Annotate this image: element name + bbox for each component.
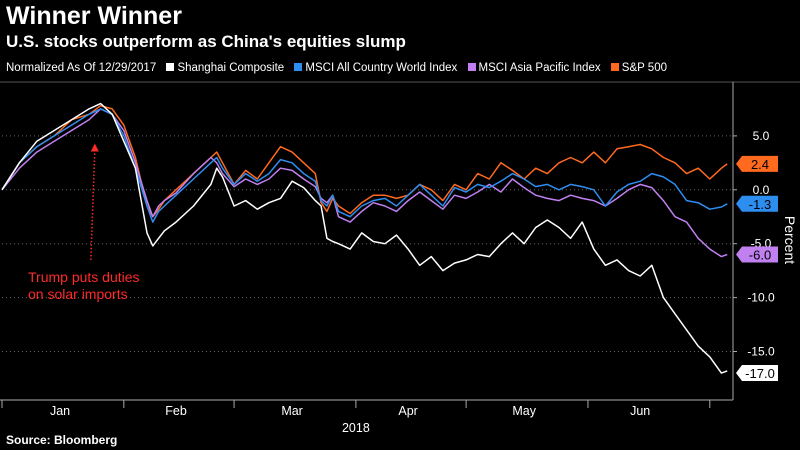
xtick-label-jan: Jan bbox=[50, 404, 70, 418]
legend-item-asia-pacific: MSCI Asia Pacific Index bbox=[467, 62, 601, 74]
legend-label-shanghai: Shanghai Composite bbox=[177, 62, 285, 74]
xtick-label-jun: Jun bbox=[630, 404, 650, 418]
chart-subtitle: U.S. stocks outperform as China's equiti… bbox=[6, 32, 406, 51]
ytick-label-4: -15.0 bbox=[747, 344, 775, 358]
y-axis-label: Percent bbox=[782, 216, 798, 264]
legend-swatch-shanghai bbox=[166, 63, 175, 71]
end-label-msci-all-country-world-index: -1.3 bbox=[749, 197, 771, 212]
end-tag-s-p-500 bbox=[736, 155, 778, 172]
legend: Normalized As Of 12/29/2017 Shanghai Com… bbox=[6, 62, 674, 74]
legend-swatch-acwi bbox=[294, 63, 303, 71]
end-tag-msci-all-country-world-index bbox=[736, 195, 778, 212]
legend-item-sp500: S&P 500 bbox=[610, 62, 667, 74]
source-note: Source: Bloomberg bbox=[6, 433, 118, 447]
legend-item-acwi: MSCI All Country World Index bbox=[294, 62, 457, 74]
end-label-shanghai-composite: -17.0 bbox=[745, 366, 775, 381]
xtick-label-apr: Apr bbox=[398, 404, 417, 418]
series-line-msci-asia-pacific-index bbox=[1, 108, 728, 258]
end-label-s-p-500: 2.4 bbox=[751, 157, 769, 172]
ytick-label-1: 0.0 bbox=[753, 183, 770, 197]
annotation-text-line-1: Trump puts duties bbox=[28, 269, 140, 285]
annotation-arrow-line bbox=[90, 149, 96, 260]
legend-swatch-sp500 bbox=[610, 63, 619, 71]
end-label-msci-asia-pacific-index: -6.0 bbox=[749, 247, 771, 262]
annotation-text-line-2: on solar imports bbox=[28, 286, 128, 302]
series-line-msci-all-country-world-index bbox=[1, 108, 728, 223]
annotation-arrow-head bbox=[90, 143, 99, 152]
chart-title: Winner Winner bbox=[6, 2, 182, 30]
xtick-label-mar: Mar bbox=[281, 404, 303, 418]
series-line-shanghai-composite bbox=[1, 102, 728, 374]
legend-label-sp500: S&P 500 bbox=[621, 62, 667, 74]
legend-prefix: Normalized As Of 12/29/2017 bbox=[6, 62, 157, 74]
series-line-s-p-500 bbox=[1, 104, 728, 218]
legend-item-shanghai: Shanghai Composite bbox=[166, 62, 284, 74]
end-tag-msci-asia-pacific-index bbox=[736, 246, 778, 263]
xtick-label-feb: Feb bbox=[165, 404, 187, 418]
ytick-label-0: 5.0 bbox=[753, 129, 770, 143]
end-tag-shanghai-composite bbox=[736, 365, 778, 382]
xtick-label-may: May bbox=[512, 404, 536, 418]
legend-swatch-asia-pacific bbox=[467, 63, 476, 71]
legend-label-acwi: MSCI All Country World Index bbox=[305, 62, 458, 74]
legend-label-asia-pacific: MSCI Asia Pacific Index bbox=[478, 62, 601, 74]
x-axis-year-label: 2018 bbox=[342, 421, 370, 435]
ytick-label-3: -10.0 bbox=[747, 291, 775, 305]
